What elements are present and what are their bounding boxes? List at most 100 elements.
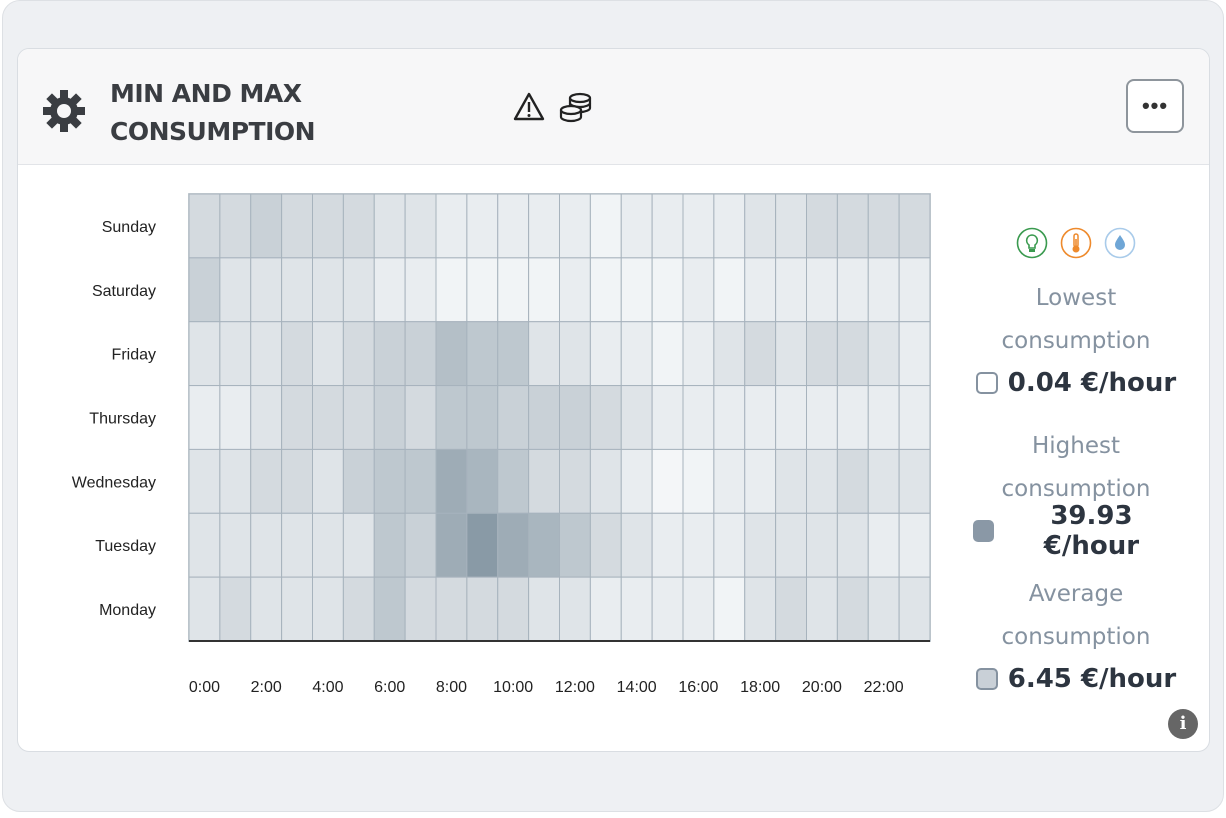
heatmap-cell[interactable] xyxy=(589,257,622,323)
heatmap-cell[interactable] xyxy=(682,257,715,323)
heatmap-cell[interactable] xyxy=(651,321,684,387)
heatmap-cell[interactable] xyxy=(404,512,437,578)
heatmap-cell[interactable] xyxy=(188,385,221,450)
heatmap-cell[interactable] xyxy=(281,576,313,642)
heatmap-cell[interactable] xyxy=(620,257,653,323)
heatmap-cell[interactable] xyxy=(188,257,221,323)
heatmap-cell[interactable] xyxy=(497,257,530,323)
heatmap-cell[interactable] xyxy=(806,448,838,514)
heatmap-cell[interactable] xyxy=(898,448,931,514)
heatmap-cell[interactable] xyxy=(312,576,344,642)
heatmap-cell[interactable] xyxy=(528,193,560,259)
heatmap-cell[interactable] xyxy=(651,448,684,514)
heatmap-cell[interactable] xyxy=(713,385,746,450)
heatmap-cell[interactable] xyxy=(867,385,900,450)
lightbulb-icon[interactable] xyxy=(1016,227,1048,259)
heatmap-cell[interactable] xyxy=(620,321,653,387)
heatmap-cell[interactable] xyxy=(373,576,406,642)
heatmap-cell[interactable] xyxy=(867,321,900,387)
heatmap-cell[interactable] xyxy=(188,512,221,578)
heatmap-cell[interactable] xyxy=(312,321,344,387)
heatmap-cell[interactable] xyxy=(528,512,560,578)
heatmap-cell[interactable] xyxy=(404,321,437,387)
heatmap-cell[interactable] xyxy=(404,576,437,642)
thermometer-icon[interactable] xyxy=(1060,227,1092,259)
heatmap-cell[interactable] xyxy=(219,448,252,514)
heatmap-cell[interactable] xyxy=(373,257,406,323)
heatmap-cell[interactable] xyxy=(559,448,591,514)
heatmap-cell[interactable] xyxy=(620,193,653,259)
heatmap-cell[interactable] xyxy=(867,448,900,514)
heatmap-cell[interactable] xyxy=(651,512,684,578)
heatmap-cell[interactable] xyxy=(497,385,530,450)
heatmap-cell[interactable] xyxy=(497,321,530,387)
warning-icon[interactable] xyxy=(512,91,546,123)
heatmap-cell[interactable] xyxy=(898,257,931,323)
heatmap-cell[interactable] xyxy=(466,576,499,642)
heatmap-cell[interactable] xyxy=(373,321,406,387)
heatmap-cell[interactable] xyxy=(404,385,437,450)
heatmap-cell[interactable] xyxy=(589,576,622,642)
heatmap-cell[interactable] xyxy=(806,321,838,387)
heatmap-cell[interactable] xyxy=(682,385,715,450)
heatmap-cell[interactable] xyxy=(836,257,869,323)
heatmap-cell[interactable] xyxy=(775,512,807,578)
heatmap-cell[interactable] xyxy=(559,576,591,642)
heatmap-cell[interactable] xyxy=(281,448,313,514)
heatmap-cell[interactable] xyxy=(497,512,530,578)
heatmap-cell[interactable] xyxy=(775,321,807,387)
heatmap-cell[interactable] xyxy=(836,512,869,578)
heatmap-cell[interactable] xyxy=(342,576,375,642)
heatmap-cell[interactable] xyxy=(528,321,560,387)
info-icon[interactable]: i xyxy=(1168,709,1198,739)
heatmap-cell[interactable] xyxy=(806,512,838,578)
heatmap-cell[interactable] xyxy=(373,448,406,514)
heatmap-cell[interactable] xyxy=(188,576,221,642)
heatmap-cell[interactable] xyxy=(219,321,252,387)
heatmap-cell[interactable] xyxy=(682,576,715,642)
heatmap-cell[interactable] xyxy=(497,448,530,514)
heatmap-cell[interactable] xyxy=(281,321,313,387)
heatmap-cell[interactable] xyxy=(528,448,560,514)
heatmap-cell[interactable] xyxy=(219,576,252,642)
heatmap-cell[interactable] xyxy=(898,512,931,578)
heatmap-cell[interactable] xyxy=(435,321,468,387)
heatmap-cell[interactable] xyxy=(281,193,313,259)
heatmap-cell[interactable] xyxy=(744,257,777,323)
heatmap-cell[interactable] xyxy=(342,321,375,387)
heatmap-cell[interactable] xyxy=(528,385,560,450)
heatmap-cell[interactable] xyxy=(898,321,931,387)
heatmap-cell[interactable] xyxy=(312,512,344,578)
heatmap-cell[interactable] xyxy=(836,385,869,450)
heatmap-cell[interactable] xyxy=(713,512,746,578)
heatmap-cell[interactable] xyxy=(435,193,468,259)
heatmap-cell[interactable] xyxy=(373,512,406,578)
heatmap-cell[interactable] xyxy=(342,385,375,450)
heatmap-cell[interactable] xyxy=(342,257,375,323)
heatmap-cell[interactable] xyxy=(806,193,838,259)
heatmap-cell[interactable] xyxy=(466,321,499,387)
heatmap-cell[interactable] xyxy=(651,193,684,259)
heatmap-cell[interactable] xyxy=(435,512,468,578)
heatmap-cell[interactable] xyxy=(435,385,468,450)
heatmap-cell[interactable] xyxy=(589,448,622,514)
heatmap-cell[interactable] xyxy=(682,448,715,514)
heatmap-cell[interactable] xyxy=(250,576,283,642)
heatmap-cell[interactable] xyxy=(281,385,313,450)
water-drop-icon[interactable] xyxy=(1104,227,1136,259)
heatmap-cell[interactable] xyxy=(867,576,900,642)
heatmap-cell[interactable] xyxy=(806,576,838,642)
heatmap-cell[interactable] xyxy=(250,385,283,450)
heatmap-cell[interactable] xyxy=(589,512,622,578)
heatmap-cell[interactable] xyxy=(682,193,715,259)
heatmap-cell[interactable] xyxy=(435,257,468,323)
heatmap-cell[interactable] xyxy=(435,448,468,514)
heatmap-cell[interactable] xyxy=(744,448,777,514)
heatmap-cell[interactable] xyxy=(312,257,344,323)
heatmap-cell[interactable] xyxy=(775,385,807,450)
heatmap-cell[interactable] xyxy=(713,576,746,642)
heatmap-cell[interactable] xyxy=(219,193,252,259)
heatmap-cell[interactable] xyxy=(466,512,499,578)
heatmap-cell[interactable] xyxy=(312,448,344,514)
heatmap-cell[interactable] xyxy=(404,193,437,259)
